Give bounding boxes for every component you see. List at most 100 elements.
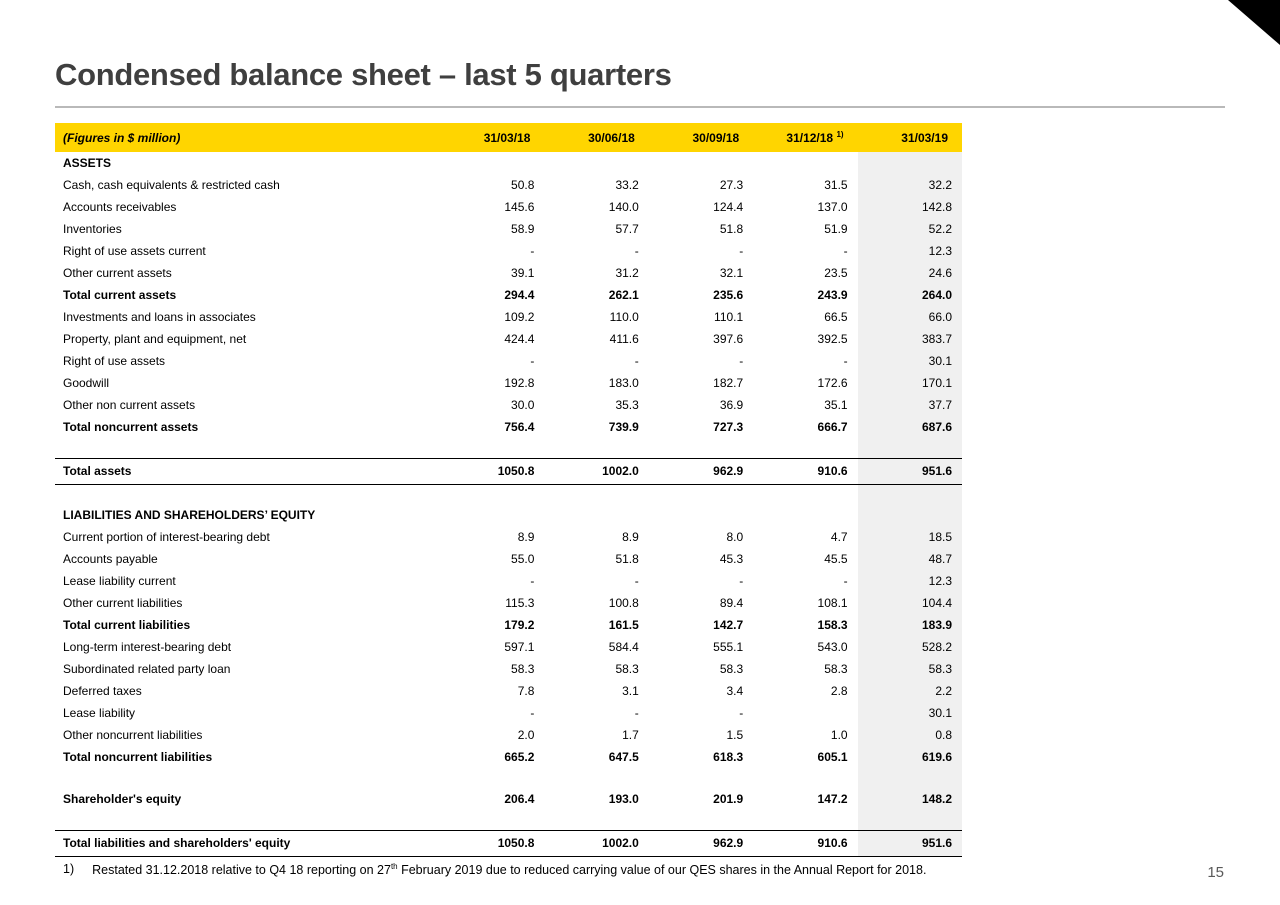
row-label: Right of use assets current — [63, 244, 206, 258]
table-row: Cash, cash equivalents & restricted cash… — [55, 174, 962, 196]
row-value: 8.9 — [622, 530, 639, 544]
row-label: Inventories — [63, 222, 122, 236]
row-value: 30.1 — [857, 350, 962, 372]
row-value — [440, 152, 544, 174]
row-value: 910.6 — [753, 457, 858, 485]
row-value — [857, 504, 962, 526]
row-value — [753, 484, 857, 504]
row-value: 48.7 — [857, 548, 962, 570]
table-row: Other noncurrent liabilities 2.0 1.7 1.5… — [55, 724, 962, 746]
column-header: 30/06/18 — [544, 123, 649, 152]
row-value: 183.0 — [608, 376, 639, 390]
row-value — [440, 504, 544, 526]
footnote-text-part: February 2019 due to reduced carrying va… — [397, 863, 927, 878]
row-label: Total assets — [55, 457, 441, 485]
footnote-superscript: th — [390, 862, 398, 871]
row-value: - — [530, 354, 535, 368]
row-value: 7.8 — [517, 684, 535, 698]
table-row: Right of use assets - - - - 30.1 — [55, 350, 962, 372]
row-value — [440, 484, 544, 504]
row-value: 12.3 — [857, 240, 962, 262]
row-label: Right of use assets — [63, 354, 166, 368]
row-value: 597.1 — [504, 640, 535, 654]
row-value: 182.7 — [713, 376, 744, 390]
row-value: 183.9 — [857, 614, 962, 636]
row-label: Other current liabilities — [63, 596, 183, 610]
row-label: Cash, cash equivalents & restricted cash — [63, 178, 280, 192]
row-value — [544, 768, 648, 788]
row-value: 555.1 — [713, 640, 744, 654]
row-value: 262.1 — [608, 288, 639, 302]
row-value: 584.4 — [608, 640, 639, 654]
table-row: Other current liabilities 115.3 100.8 89… — [55, 592, 962, 614]
row-value: 24.6 — [857, 262, 962, 284]
row-label: Total noncurrent liabilities — [63, 750, 213, 764]
row-value: 201.9 — [713, 792, 744, 806]
column-header-label: 31/12/18 — [786, 131, 834, 145]
row-label — [55, 768, 440, 788]
row-value: 727.3 — [713, 420, 744, 434]
row-value: 50.8 — [511, 178, 535, 192]
table-row — [55, 484, 962, 504]
row-label — [55, 438, 440, 458]
row-value: 124.4 — [713, 200, 744, 214]
row-value: 89.4 — [719, 596, 744, 610]
row-value: 235.6 — [713, 288, 744, 302]
row-value: - — [843, 354, 848, 368]
row-label: Property, plant and equipment, net — [63, 332, 247, 346]
row-value: 52.2 — [857, 218, 962, 240]
row-value: 100.8 — [608, 596, 639, 610]
row-value: 739.9 — [608, 420, 639, 434]
table-row: Accounts receivables 145.6 140.0 124.4 1… — [55, 196, 962, 218]
row-label: Accounts payable — [63, 552, 158, 566]
row-label: Subordinated related party loan — [63, 662, 231, 676]
row-value — [753, 152, 857, 174]
row-value: - — [739, 574, 744, 588]
row-label: Accounts receivables — [63, 200, 177, 214]
row-value: 51.8 — [615, 552, 639, 566]
row-value: 2.8 — [830, 684, 848, 698]
row-label: Other noncurrent liabilities — [63, 728, 203, 742]
row-value: 411.6 — [609, 332, 639, 346]
row-value — [649, 152, 753, 174]
table-row: Right of use assets current - - - - 12.3 — [55, 240, 962, 262]
slide-title: Condensed balance sheet – last 5 quarter… — [55, 57, 672, 92]
table-row: Lease liability current - - - - 12.3 — [55, 570, 962, 592]
row-value: 30.1 — [857, 702, 962, 724]
row-label: Lease liability — [63, 706, 136, 720]
table-row — [55, 810, 962, 830]
table-row: LIABILITIES AND SHAREHOLDERS’ EQUITY — [55, 504, 962, 526]
row-value: 243.9 — [817, 288, 848, 302]
table-row: Total liabilities and shareholders' equi… — [55, 829, 962, 857]
row-value: 3.1 — [622, 684, 639, 698]
row-value: - — [634, 244, 639, 258]
row-label: Shareholder's equity — [63, 792, 182, 806]
row-value: 32.2 — [857, 174, 962, 196]
row-value: 192.8 — [504, 376, 535, 390]
balance-sheet-table: (Figures in $ million) 31/03/18 30/06/18… — [55, 123, 962, 857]
row-value: 142.7 — [713, 618, 744, 632]
table-row: Inventories 58.9 57.7 51.8 51.9 52.2 — [55, 218, 962, 240]
row-value: 33.2 — [615, 178, 639, 192]
row-value: 170.1 — [857, 372, 962, 394]
row-value: 58.3 — [824, 662, 848, 676]
table-row: ASSETS — [55, 152, 962, 174]
table-row: Total current liabilities 179.2 161.5 14… — [55, 614, 962, 636]
column-header: 31/03/19 — [857, 123, 962, 152]
balance-sheet-body: ASSETS Cash, cash equivalents & restrict… — [55, 152, 962, 857]
row-value — [753, 810, 857, 830]
row-value: 137.0 — [817, 200, 848, 214]
row-value: 0.8 — [857, 724, 962, 746]
row-value: - — [634, 574, 639, 588]
row-label: Deferred taxes — [63, 684, 142, 698]
row-value: - — [634, 354, 639, 368]
row-value: 8.9 — [517, 530, 535, 544]
row-label: Total current assets — [63, 288, 177, 302]
table-row: Deferred taxes 7.8 3.1 3.4 2.8 2.2 — [55, 680, 962, 702]
row-value: 27.3 — [719, 178, 744, 192]
footnote-text: Restated 31.12.2018 relative to Q4 18 re… — [92, 862, 926, 877]
table-row: Long-term interest-bearing debt 597.1 58… — [55, 636, 962, 658]
row-value: 910.6 — [753, 829, 858, 857]
table-row: Total assets 1050.8 1002.0 962.9 910.6 9… — [55, 457, 962, 485]
